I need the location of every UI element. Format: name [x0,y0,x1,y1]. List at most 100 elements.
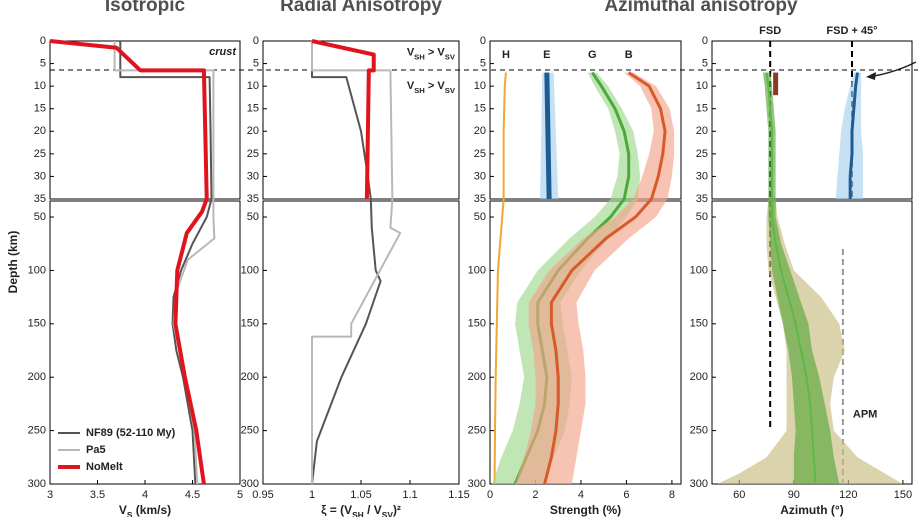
y-tick-label: 250 [28,425,46,437]
legend-label: Pa5 [86,444,106,456]
profile-line [765,72,817,485]
x-tick-label: 1.05 [350,489,371,501]
y-tick-label: 0 [40,35,46,47]
y-tick-label: 25 [34,148,46,160]
y-tick-label: 150 [241,318,259,330]
y-tick-label: 10 [247,80,259,92]
reference-label: FSD + 45° [826,25,877,37]
profile-line [119,41,213,485]
x-axis-label: Strength (%) [550,503,621,517]
y-tick-label: 35 [696,193,708,205]
y-tick-label: 300 [241,478,259,490]
y-tick-label: 35 [474,193,486,205]
y-axis-label: Depth (km) [6,231,20,294]
y-tick-label: 5 [253,57,259,69]
y-tick-label: 20 [474,125,486,137]
y-tick-label: 100 [28,264,46,276]
x-tick-label: 2 [532,489,538,501]
panel-title: Isotropic [105,0,186,16]
panel-frame [489,200,682,485]
profile-line [49,39,209,485]
panel-title: Radial Anisotropy [280,0,442,16]
x-tick-label: 1.1 [402,489,417,501]
x-tick-label: 1 [309,489,315,501]
x-tick-label: 0 [487,489,493,501]
y-tick-label: 50 [696,211,708,223]
panel-frame [489,40,682,200]
series-label: H [502,49,510,61]
x-axis-label-part: (km/s) [132,503,171,517]
x-axis-label: ξ = (VSH / VSV)² [321,503,401,517]
x-axis-label-part: V [119,503,127,517]
y-tick-label: 300 [468,478,486,490]
y-tick-label: 250 [468,425,486,437]
y-tick-label: 20 [34,125,46,137]
x-axis-label-part: Azimuth (°) [780,503,843,517]
y-tick-label: 10 [34,80,46,92]
x-tick-label: 4.5 [185,489,200,501]
y-tick-label: 5 [40,57,46,69]
x-tick-label: 4 [578,489,584,501]
annotation-part: SH [414,86,425,95]
x-tick-label: 1.15 [448,489,469,501]
x-tick-label: 4 [142,489,148,501]
y-tick-label: 250 [690,425,708,437]
uncertainty-band [515,72,675,484]
profile-line [311,39,376,200]
profile-line [311,41,382,485]
reference-label: FSD [759,25,781,37]
y-tick-label: 100 [690,264,708,276]
legend-label: NF89 (52-110 My) [86,427,176,439]
annotation: crust [209,46,237,58]
x-axis-label: VS (km/s) [119,503,171,517]
x-axis-label-part: Strength (%) [550,503,621,517]
y-tick-label: 10 [474,80,486,92]
y-tick-label: 30 [247,170,259,182]
y-tick-label: 15 [696,103,708,115]
panel-frame [49,40,241,200]
annotation-part: SH [414,52,425,61]
y-tick-label: 5 [480,57,486,69]
y-tick-label: 15 [474,103,486,115]
y-tick-label: 15 [34,103,46,115]
y-tick-label: 0 [702,35,708,47]
x-axis-label-part: SH [352,510,364,517]
arrow-head [866,72,876,80]
series-label: G [588,49,597,61]
y-tick-label: 20 [696,125,708,137]
panel-frame [49,200,241,485]
annotation-part: SV [445,52,456,61]
y-tick-label: 300 [690,478,708,490]
y-tick-label: 200 [28,371,46,383]
y-tick-label: 150 [468,318,486,330]
y-tick-label: 0 [480,35,486,47]
profile-line [848,72,859,199]
y-tick-label: 35 [247,193,259,205]
annotation-part: > V [425,46,446,58]
x-tick-label: 8 [669,489,675,501]
x-axis-label-part: )² [393,503,401,517]
y-tick-label: 30 [474,170,486,182]
y-tick-label: 0 [253,35,259,47]
y-tick-label: 25 [696,148,708,160]
y-tick-label: 5 [702,57,708,69]
y-tick-label: 25 [247,148,259,160]
y-tick-label: 50 [474,211,486,223]
arrow [873,61,917,77]
panel-frame [262,40,460,200]
x-tick-label: 0.95 [252,489,273,501]
annotation-part: > V [425,80,446,92]
x-tick-label: 5 [237,489,243,501]
x-axis-label-part: SV [382,510,394,517]
x-tick-label: 6 [623,489,629,501]
profile-line [544,72,552,200]
x-tick-label: 90 [788,489,800,501]
x-tick-label: 120 [839,489,857,501]
panel-frame [711,40,913,200]
x-axis-label: Azimuth (°) [780,503,843,517]
y-tick-label: 100 [468,264,486,276]
y-tick-label: 300 [28,478,46,490]
x-tick-label: 60 [733,489,745,501]
y-tick-label: 50 [247,211,259,223]
